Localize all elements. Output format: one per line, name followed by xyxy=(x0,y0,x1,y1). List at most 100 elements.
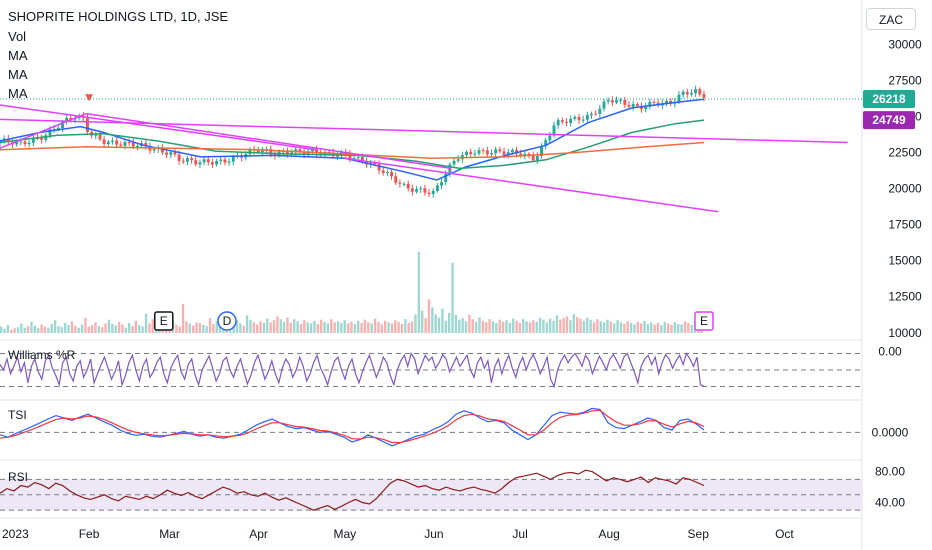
candle-body xyxy=(669,100,673,104)
candle-body xyxy=(377,164,381,171)
volume-bar xyxy=(336,321,340,333)
volume-bar xyxy=(121,324,124,333)
candle-body xyxy=(423,188,427,193)
candle-body xyxy=(581,119,585,121)
candle-body xyxy=(531,154,535,161)
moving-average-line xyxy=(0,119,705,170)
volume-bar xyxy=(319,319,323,333)
volume-bar xyxy=(148,323,151,333)
volume-bar xyxy=(552,320,555,333)
time-tick-label: Apr xyxy=(249,527,268,541)
volume-bar xyxy=(6,325,10,333)
volume-bar xyxy=(478,317,481,333)
candle-body xyxy=(215,160,219,165)
volume-bar xyxy=(589,319,592,333)
candle-body xyxy=(335,155,339,157)
last-price-tag xyxy=(863,89,915,108)
indicator-ma-2: MA xyxy=(8,67,28,82)
candle-body xyxy=(106,141,110,145)
candle-body xyxy=(510,149,514,153)
volume-bar xyxy=(687,322,690,333)
volume-bar xyxy=(511,318,515,333)
volume-bar xyxy=(57,326,60,333)
volume-bar xyxy=(101,327,104,333)
moving-average-line xyxy=(0,141,705,160)
candle-body xyxy=(185,158,189,162)
volume-bar xyxy=(323,321,326,333)
volume-bar xyxy=(646,323,650,333)
rsi-title: RSI xyxy=(8,470,29,484)
price-tick-label: 20000 xyxy=(888,182,922,196)
volume-bar xyxy=(131,326,134,333)
volume-bar xyxy=(80,324,84,333)
volume-bar xyxy=(266,318,269,333)
candle-body xyxy=(123,142,127,146)
candle-body xyxy=(223,159,227,163)
volume-bar xyxy=(458,319,461,333)
volume-bar xyxy=(188,323,191,333)
candle-body xyxy=(556,120,560,126)
volume-bar xyxy=(245,315,249,333)
volume-bar xyxy=(346,323,350,333)
candle-body xyxy=(165,152,169,155)
indicator-tick-label: 80.00 xyxy=(875,465,905,479)
candle-body xyxy=(465,151,468,156)
volume-bar xyxy=(653,324,656,333)
volume-bar xyxy=(643,320,646,333)
volume-bar xyxy=(296,321,299,333)
candle-body xyxy=(56,127,60,130)
volume-bar xyxy=(309,323,313,333)
volume-bar xyxy=(289,322,293,333)
volume-bar xyxy=(542,319,545,333)
volume-bar xyxy=(50,323,53,333)
volume-bar xyxy=(522,319,525,333)
volume-bar xyxy=(340,322,343,333)
candle-body xyxy=(281,151,285,153)
chart-title: SHOPRITE HOLDINGS LTD, 1D, JSE xyxy=(8,9,229,24)
volume-bar xyxy=(141,326,144,333)
candle-body xyxy=(552,125,556,136)
volume-bar xyxy=(23,327,26,333)
volume-bar xyxy=(451,262,454,333)
event-marker-label: E xyxy=(700,314,708,328)
volume-bar xyxy=(596,319,599,333)
price-tick-label: 10000 xyxy=(888,326,922,340)
volume-bar xyxy=(208,318,212,333)
volume-bar xyxy=(639,323,643,333)
candle-body xyxy=(677,94,681,102)
candle-body xyxy=(298,149,302,152)
candle-body xyxy=(410,188,414,192)
price-tick-label: 17500 xyxy=(888,218,922,232)
time-tick-label: Feb xyxy=(79,527,100,541)
candle-body xyxy=(181,160,185,162)
volume-bar xyxy=(114,325,117,333)
volume-bar xyxy=(212,323,215,333)
candle-body xyxy=(665,100,668,103)
volume-bar xyxy=(650,322,653,333)
volume-bar xyxy=(444,320,447,333)
volume-bar xyxy=(124,327,127,333)
candle-body xyxy=(315,149,319,153)
volume-bar xyxy=(60,327,63,333)
time-tick-label: May xyxy=(333,527,356,541)
volume-bar xyxy=(383,320,387,333)
volume-bar xyxy=(262,322,266,333)
volume-bar xyxy=(235,320,239,333)
candle-body xyxy=(27,142,31,145)
candle-body xyxy=(540,146,543,157)
volume-bar xyxy=(377,321,380,333)
dividend-marker-icon xyxy=(217,311,237,331)
volume-bar xyxy=(485,322,488,333)
currency-button[interactable]: ZAC xyxy=(866,8,916,30)
candle-body xyxy=(702,94,706,98)
volume-bar xyxy=(313,320,316,333)
candle-body xyxy=(373,162,377,165)
candle-body xyxy=(169,152,173,155)
event-marker-label: E xyxy=(160,314,168,328)
volume-bar xyxy=(10,329,13,333)
candle-body xyxy=(619,99,623,101)
candle-body xyxy=(435,185,439,191)
candle-body xyxy=(161,147,164,153)
volume-bar xyxy=(592,322,596,333)
volume-bar xyxy=(353,323,357,333)
